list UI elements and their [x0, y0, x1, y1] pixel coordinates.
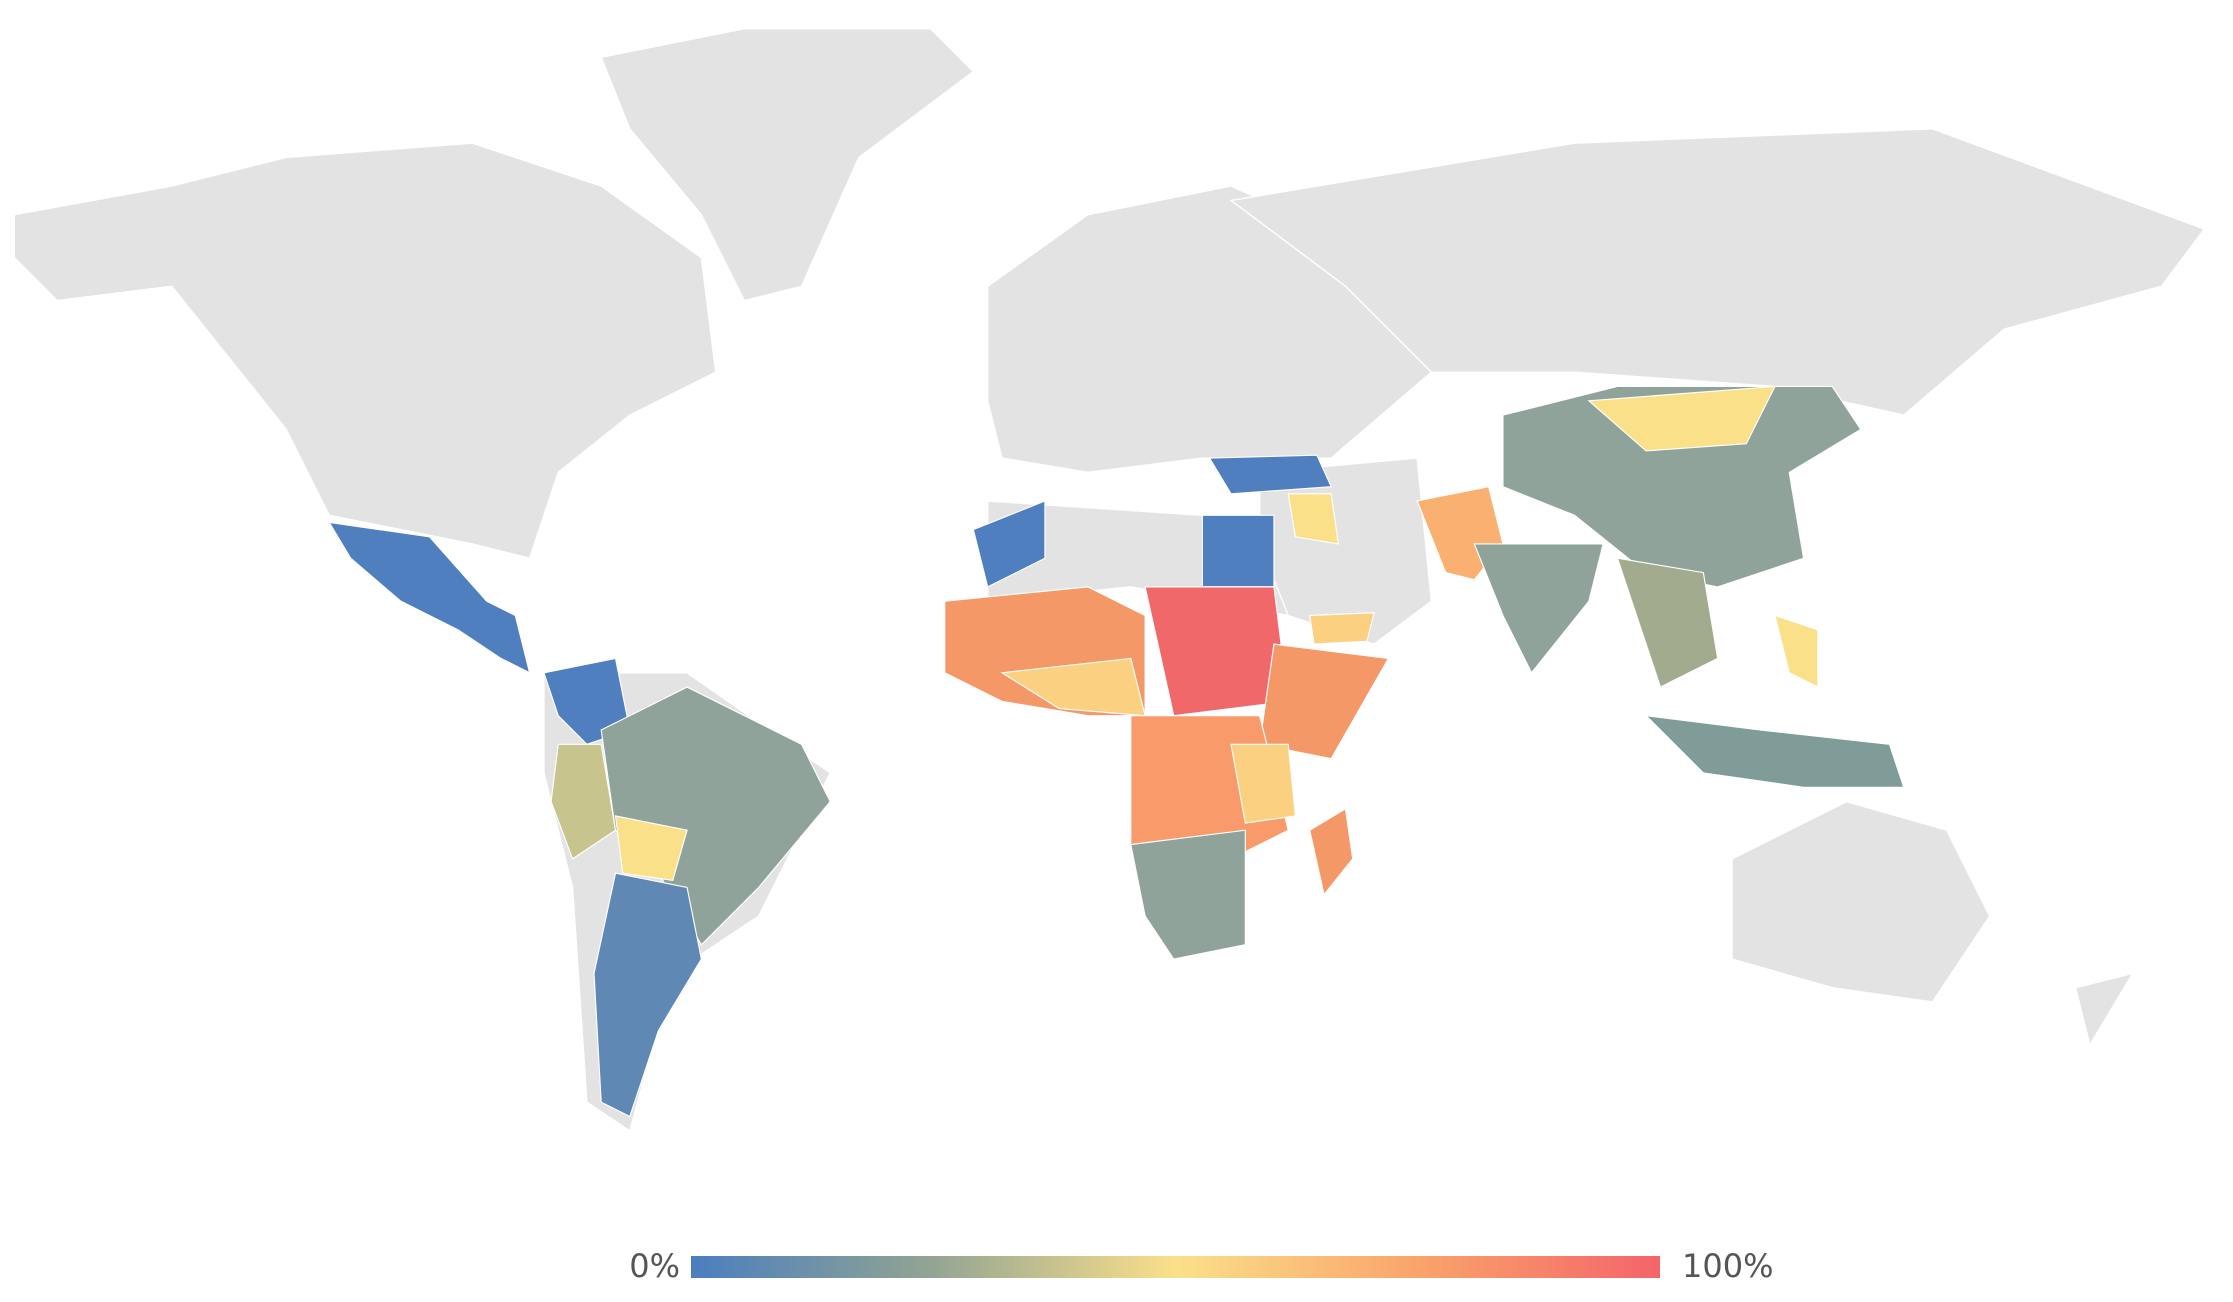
morocco	[972, 500, 1046, 588]
iraq	[1287, 493, 1340, 545]
southern-africa	[1130, 829, 1246, 960]
new-zealand	[2074, 972, 2135, 1047]
scale-max-label: 100%	[1682, 1247, 1773, 1285]
turkey	[1208, 454, 1333, 495]
argentina	[593, 872, 702, 1118]
australia	[1731, 800, 1991, 1003]
greenland	[600, 27, 975, 302]
east-africa	[1258, 643, 1390, 760]
indonesia	[1644, 714, 1905, 788]
russia-asia	[1229, 128, 2206, 416]
egypt	[1201, 514, 1275, 588]
world-map	[13, 27, 2206, 1132]
southeast-asia	[1616, 557, 1719, 688]
scale-min-label: 0%	[629, 1247, 680, 1285]
philippines	[1774, 614, 1819, 688]
bolivia	[614, 815, 688, 881]
mexico-central-america	[328, 521, 531, 674]
china	[1502, 385, 1862, 588]
tanzania-region	[1230, 743, 1297, 824]
peru	[550, 743, 617, 860]
color-scale	[691, 1256, 1660, 1278]
madagascar	[1309, 807, 1354, 896]
mongolia	[1587, 385, 1776, 452]
yemen	[1309, 612, 1375, 645]
india	[1473, 543, 1604, 674]
north-america	[13, 142, 717, 560]
